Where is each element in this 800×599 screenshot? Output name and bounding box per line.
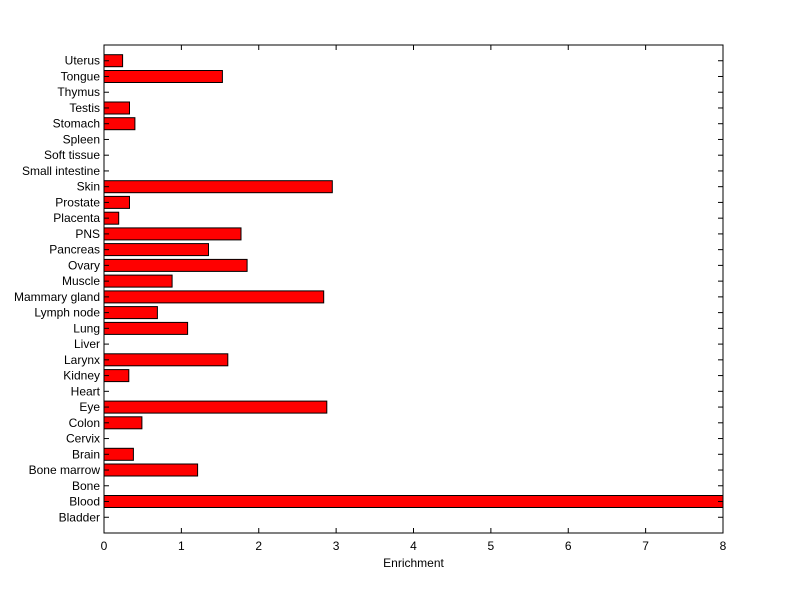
x-tick-label: 8	[720, 539, 727, 553]
y-tick-label: Stomach	[53, 117, 100, 131]
y-tick-label: Bone	[72, 479, 100, 493]
y-tick-label: Lymph node	[34, 306, 100, 320]
y-tick-label: Testis	[69, 101, 100, 115]
y-tick-label: Brain	[72, 447, 100, 461]
x-tick-label: 7	[642, 539, 649, 553]
y-tick-label: Soft tissue	[44, 148, 100, 162]
bar-pancreas	[103, 243, 209, 257]
x-ticks-group: 0 1 2 3 4 5 6 7 8	[101, 45, 727, 553]
bar-bone-marrow	[103, 463, 199, 477]
bar-eye	[103, 400, 328, 414]
x-tick-label: 4	[410, 539, 417, 553]
bar-mammary-gland	[103, 290, 325, 304]
y-tick-label: Cervix	[66, 432, 100, 446]
y-tick-label: Pancreas	[49, 243, 100, 257]
y-tick-label: Eye	[79, 400, 100, 414]
y-tick-label: PNS	[75, 227, 100, 241]
bar-lymph-node	[103, 306, 158, 320]
x-tick-label: 1	[178, 539, 185, 553]
y-tick-label: Colon	[69, 416, 100, 430]
bar-ovary	[103, 258, 248, 272]
y-tick-label: Muscle	[62, 274, 100, 288]
y-tick-label: Placenta	[53, 211, 100, 225]
y-tick-label: Thymus	[57, 85, 100, 99]
x-tick-label: 5	[488, 539, 495, 553]
x-tick-label: 3	[333, 539, 340, 553]
y-tick-label: Larynx	[64, 353, 100, 367]
y-tick-label: Tongue	[61, 69, 101, 83]
bar-colon	[103, 416, 143, 430]
x-axis-label: Enrichment	[383, 556, 444, 570]
plot-area	[103, 44, 724, 534]
x-tick-label: 2	[255, 539, 262, 553]
y-tick-label: Blood	[69, 495, 100, 509]
x-tick-label: 0	[101, 539, 108, 553]
bar-lung	[103, 321, 189, 335]
y-tick-label: Kidney	[63, 369, 100, 383]
bar-blood	[103, 495, 724, 508]
y-tick-label: Ovary	[68, 258, 100, 272]
bar-skin	[103, 180, 333, 194]
bar-tongue	[103, 70, 223, 83]
y-tick-label: Prostate	[55, 195, 100, 209]
y-tick-label: Skin	[77, 180, 100, 194]
y-tick-label: Heart	[71, 384, 101, 398]
bar-larynx	[103, 353, 229, 367]
y-tick-label: Mammary gland	[14, 290, 100, 304]
bar-pns	[103, 227, 242, 241]
y-tick-label: Lung	[73, 321, 100, 335]
y-tick-label: Spleen	[63, 132, 100, 146]
x-tick-label: 6	[565, 539, 572, 553]
y-tick-label: Uterus	[65, 54, 100, 68]
y-tick-label: Bone marrow	[29, 463, 101, 477]
y-tick-label: Liver	[74, 337, 100, 351]
bar-muscle	[103, 274, 173, 288]
y-tick-label: Bladder	[59, 510, 100, 524]
y-tick-label: Small intestine	[22, 164, 100, 178]
